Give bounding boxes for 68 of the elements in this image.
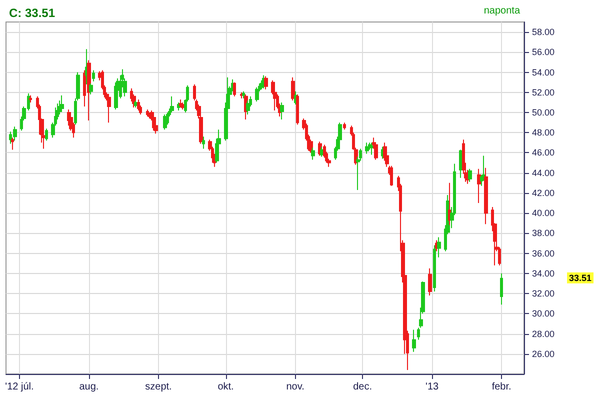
candlestick	[92, 70, 95, 82]
x-tick-label: okt.	[218, 382, 234, 392]
candlestick	[255, 86, 259, 102]
y-tick-label: 36.00	[532, 248, 555, 258]
y-tick-label: 54.00	[532, 67, 555, 78]
y-tick-label: 26.00	[532, 348, 555, 359]
candlestick	[60, 94, 64, 112]
candlestick	[85, 48, 88, 85]
chart-title: C: 33.51	[9, 6, 56, 20]
candlestick	[177, 102, 180, 112]
candlestick	[137, 98, 140, 112]
candlestick	[170, 96, 174, 114]
candlestick	[296, 94, 299, 126]
candlestick	[437, 236, 441, 258]
candlestick	[264, 76, 268, 90]
candlestick	[500, 272, 503, 306]
candlestick	[13, 126, 17, 142]
candlestick	[477, 168, 481, 204]
candlestick	[11, 137, 14, 150]
candlestick	[484, 167, 488, 225]
candlestick	[260, 80, 263, 90]
y-tick-label: 30.00	[532, 308, 555, 319]
candlestick	[365, 142, 369, 154]
candlestick	[390, 165, 393, 186]
candlestick	[87, 60, 91, 122]
candlestick	[412, 329, 416, 352]
y-tick-label: 48.00	[532, 128, 555, 138]
x-tick-label: aug.	[79, 382, 99, 392]
candlestick	[343, 122, 346, 130]
candlestick	[148, 112, 151, 120]
x-tick-label: '13	[426, 382, 440, 392]
candlestick	[29, 94, 32, 103]
y-tick-label: 52.00	[532, 87, 555, 98]
candlestick	[468, 168, 472, 182]
candlestick	[240, 92, 243, 99]
y-tick-label: 38.00	[532, 228, 555, 238]
candlestick	[291, 76, 295, 101]
x-tick-label: dec.	[353, 382, 372, 392]
x-tick-label: szept.	[145, 382, 172, 392]
y-tick-label: 50.00	[532, 108, 555, 118]
candlestick	[242, 90, 245, 99]
text: naponta	[484, 6, 520, 16]
candlestick	[233, 82, 236, 97]
y-tick-label: 56.00	[532, 47, 555, 58]
candlestick	[311, 147, 315, 160]
candlestick	[417, 327, 420, 340]
y-tick-label: 44.00	[532, 168, 555, 178]
y-tick-label: 40.00	[532, 208, 555, 218]
y-tick-label: 42.00	[532, 188, 555, 198]
y-tick-label: 28.00	[532, 328, 555, 339]
y-tick-label: 32.00	[532, 288, 555, 299]
candlestick	[45, 128, 48, 142]
x-tick-label: nov.	[286, 382, 304, 392]
candlestick	[433, 244, 436, 292]
y-tick-label: 46.00	[532, 148, 555, 158]
candlestick	[428, 268, 432, 296]
candlestick	[202, 136, 205, 150]
x-tick-label: febr.	[492, 382, 512, 392]
candlestick	[166, 112, 169, 126]
candlestick	[280, 102, 284, 120]
y-tick-label: 34.00	[532, 268, 555, 278]
candlestick	[107, 94, 111, 124]
candlestick	[320, 146, 324, 158]
text: 33.51	[569, 272, 592, 283]
candlestick	[89, 82, 93, 95]
x-tick-label: '12 júl.	[5, 382, 34, 392]
candlestick	[246, 100, 250, 116]
y-tick-label: 58.00	[532, 27, 555, 38]
